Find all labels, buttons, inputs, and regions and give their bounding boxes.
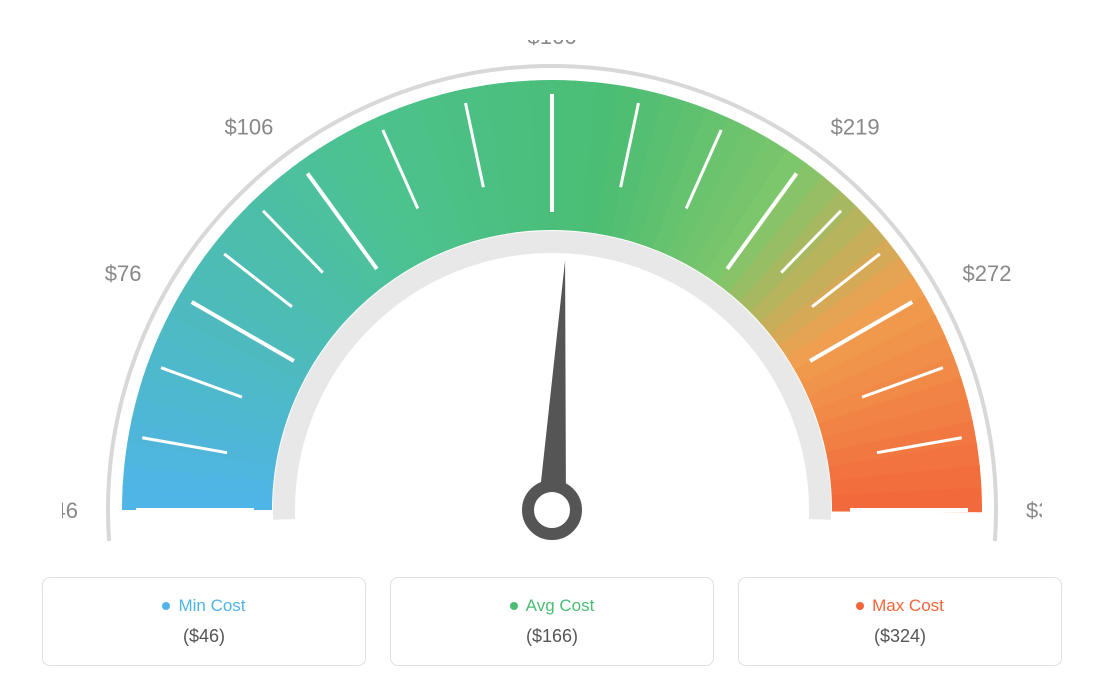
legend-label-text: Max Cost — [872, 596, 944, 616]
legend-dot-icon — [510, 602, 518, 610]
gauge-tick-label: $106 — [224, 115, 273, 140]
legend-dot-icon — [162, 602, 170, 610]
legend-label-text: Avg Cost — [526, 596, 595, 616]
legend-value: ($166) — [401, 626, 703, 647]
gauge-tick-label: $76 — [105, 261, 142, 286]
legend-label: Avg Cost — [401, 596, 703, 616]
legend-dot-icon — [856, 602, 864, 610]
gauge-svg: $46 $76 $106 $166 $219 $272 $324 — [62, 40, 1042, 560]
legend-row: Min Cost ($46) Avg Cost ($166) Max Cost ($324… — [42, 577, 1062, 666]
legend-value: ($324) — [749, 626, 1051, 647]
gauge-tick-label: $166 — [528, 40, 577, 49]
legend-box-min: Min Cost ($46) — [42, 577, 366, 666]
gauge-tick-label: $46 — [62, 498, 78, 523]
legend-label-text: Min Cost — [178, 596, 245, 616]
gauge-tick-label: $272 — [962, 261, 1011, 286]
legend-box-max: Max Cost ($324) — [738, 577, 1062, 666]
legend-label: Max Cost — [749, 596, 1051, 616]
cost-gauge: $46 $76 $106 $166 $219 $272 $324 — [62, 40, 1042, 560]
legend-box-avg: Avg Cost ($166) — [390, 577, 714, 666]
gauge-tick-label: $324 — [1026, 498, 1042, 523]
gauge-needle — [538, 260, 566, 510]
legend-value: ($46) — [53, 626, 355, 647]
gauge-tick-label: $219 — [831, 115, 880, 140]
legend-label: Min Cost — [53, 596, 355, 616]
